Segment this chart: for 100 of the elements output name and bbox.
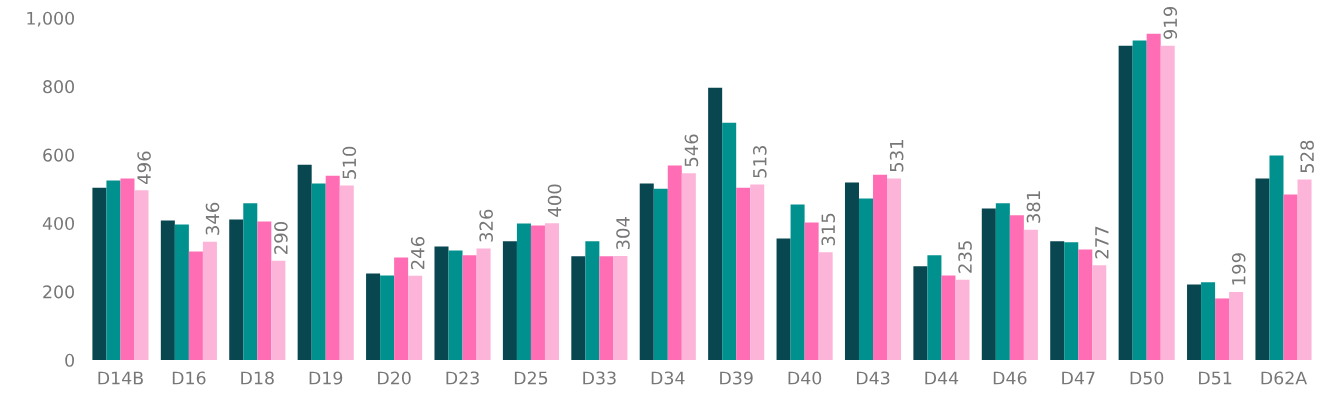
bar [1023,229,1038,360]
bar [1160,45,1175,360]
bar [297,164,312,360]
data-label: 290 [274,222,288,254]
bar [844,182,859,360]
bar [530,225,545,360]
x-tick-label: D62A [1261,371,1308,385]
bar [599,256,614,360]
bar [1255,178,1270,360]
y-tick-label: 200 [43,285,74,299]
data-label: 510 [342,146,357,179]
x-tick-label: D20 [378,371,411,385]
bar [1118,45,1133,360]
data-label: 246 [410,236,425,269]
bar [995,203,1010,360]
data-label: 546 [684,134,699,167]
bar [955,279,970,360]
bar [681,173,696,360]
bar [639,183,654,360]
bar [887,178,902,360]
x-tick-label: D43 [856,371,890,385]
bar [736,187,751,360]
bar [1201,282,1216,360]
x-tick-label: D18 [241,371,274,385]
x-tick-label: D46 [993,371,1027,385]
data-label: 304 [616,217,630,250]
bar [790,204,805,360]
bar [913,266,928,360]
bar [722,122,737,360]
data-label: 277 [1095,226,1109,259]
x-tick-label: D14B [98,371,143,385]
bar [1269,155,1284,360]
bar [873,174,888,360]
bar [1092,265,1107,360]
bar [1187,284,1202,360]
bar [653,188,668,360]
bar [941,275,956,360]
bar [667,165,682,360]
data-label: 531 [889,140,904,172]
bar [408,275,423,360]
x-tick-label: D23 [446,371,479,385]
bar [271,260,286,360]
x-tick-label: D40 [788,371,822,385]
bar [516,223,531,360]
bar [776,238,791,360]
bar [394,257,409,360]
data-label: 326 [479,209,493,242]
x-tick-label: D19 [309,371,343,385]
bar [1132,40,1147,360]
data-label: 496 [137,151,151,184]
bar [1078,249,1093,360]
bar [1297,179,1312,360]
bar [311,183,326,360]
data-label: 199 [1231,253,1246,285]
bar [120,178,135,360]
x-tick-label: D25 [514,371,548,385]
bar [927,255,942,360]
bar [708,87,723,360]
data-label: 513 [752,145,767,178]
bar [1283,194,1298,360]
x-tick-label: D33 [583,371,616,385]
bar [1229,291,1244,360]
bar [243,203,258,360]
data-label: 381 [1026,191,1041,223]
data-label: 400 [547,184,562,217]
y-tick-label: 800 [43,80,74,94]
x-tick-label: D34 [651,371,685,385]
bar [571,256,586,360]
data-label: 919 [1163,6,1178,40]
bar [462,255,477,360]
bar [380,275,395,360]
x-tick-label: D44 [925,371,959,385]
x-tick-label: D47 [1062,371,1095,385]
bar [134,190,149,360]
bar [585,241,600,360]
data-label: 528 [1300,140,1314,173]
bar [804,222,819,360]
bar [750,184,765,360]
bar [188,251,203,360]
data-label: 315 [821,213,836,246]
bar [981,208,996,360]
bar [229,219,244,360]
y-tick-label: 0 [65,353,74,367]
bar [174,224,189,360]
bar [1050,241,1065,360]
bar [476,248,491,360]
bar [160,220,175,360]
bar [339,185,354,360]
bar [1146,33,1161,360]
bar [448,250,463,360]
bar [1215,298,1230,360]
bar [257,221,272,360]
data-label: 235 [958,241,972,273]
bar [202,241,217,360]
bar [325,175,340,360]
y-tick-label: 1,000 [27,11,74,27]
bar [366,273,381,360]
bar [434,246,449,360]
bar [106,180,121,360]
x-tick-label: D39 [720,371,753,385]
